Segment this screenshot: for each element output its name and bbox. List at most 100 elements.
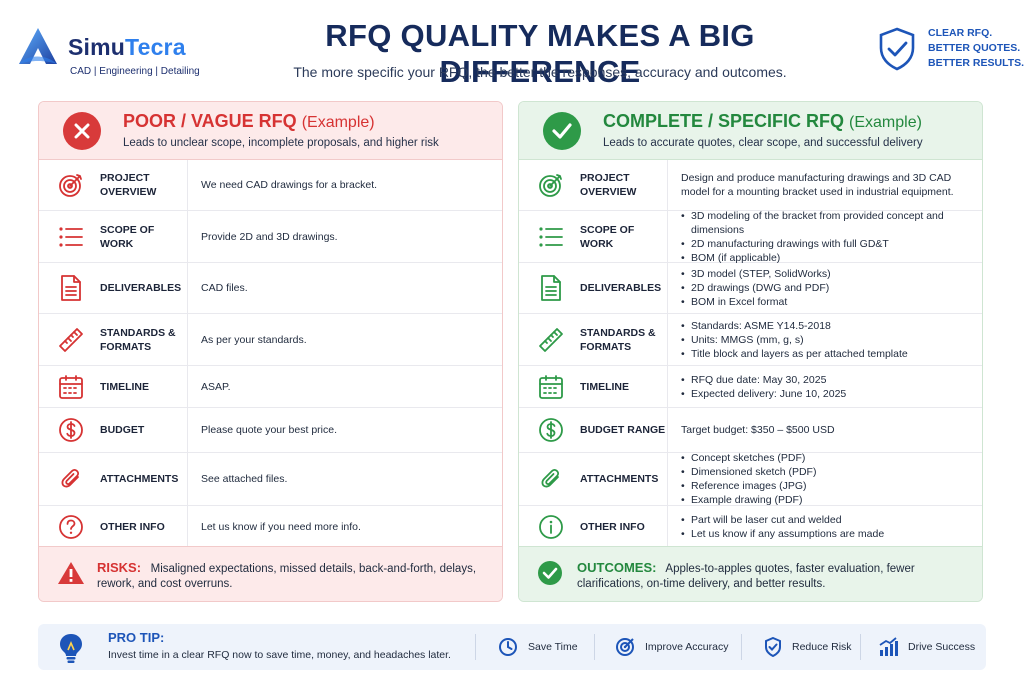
rfq-row: PROJECT OVERVIEW We need CAD drawings for… [39, 160, 502, 211]
tip-separator [741, 634, 742, 660]
row-label: ATTACHMENTS [100, 473, 179, 485]
pro-tip-title: PRO TIP: [108, 630, 165, 645]
tip-drive-success: Drive Success [878, 636, 975, 658]
rfq-row: DELIVERABLES 3D model (STEP, SolidWorks)2… [519, 263, 982, 314]
row-label: DELIVERABLES [580, 282, 662, 294]
paperclip-icon [537, 465, 565, 493]
target-icon [57, 171, 85, 199]
poor-panel-header: POOR / VAGUE RFQ (Example) Leads to uncl… [39, 102, 502, 160]
rfq-row: OTHER INFO Part will be laser cut and wel… [519, 506, 982, 548]
rfq-row: SCOPE OF WORK Provide 2D and 3D drawings. [39, 211, 502, 263]
tip-item-label: Save Time [528, 641, 578, 653]
paperclip-icon [57, 465, 85, 493]
document-icon [537, 274, 565, 302]
row-divider [667, 366, 668, 407]
row-divider [187, 160, 188, 210]
tip-reduce-risk: Reduce Risk [764, 636, 852, 658]
risks-footer: RISKS: Misaligned expectations, missed d… [39, 546, 502, 601]
row-value-item: Expected delivery: June 10, 2025 [681, 387, 972, 401]
good-panel-header: COMPLETE / SPECIFIC RFQ (Example) Leads … [519, 102, 982, 160]
rfq-row: STANDARDS & FORMATS As per your standards… [39, 314, 502, 366]
row-value: We need CAD drawings for a bracket. [201, 179, 378, 191]
row-value-item: BOM (if applicable) [681, 251, 972, 265]
tip-save-time: Save Time [498, 636, 578, 658]
outcomes-footer: OUTCOMES: Apples-to-apples quotes, faste… [519, 546, 982, 601]
row-divider [667, 408, 668, 452]
tip-separator [594, 634, 595, 660]
row-label: PROJECT OVERVIEW [100, 172, 157, 198]
rfq-row: PROJECT OVERVIEW Design and produce manuf… [519, 160, 982, 211]
row-label: DELIVERABLES [100, 282, 182, 294]
row-value-item: Units: MMGS (mm, g, s) [681, 333, 972, 347]
row-value: RFQ due date: May 30, 2025Expected deliv… [681, 373, 972, 401]
tip-item-label: Drive Success [908, 641, 976, 653]
rfq-row: BUDGET RANGE Target budget: $350 – $500 U… [519, 408, 982, 453]
rfq-row: SCOPE OF WORK 3D modeling of the bracket … [519, 209, 982, 265]
pro-tip-text: Invest time in a clear RFQ now to save t… [108, 649, 451, 661]
row-value-item: 3D model (STEP, SolidWorks) [681, 267, 972, 281]
row-label: OTHER INFO [580, 520, 645, 533]
row-divider [187, 211, 188, 262]
row-label: STANDARDS & FORMATS [580, 326, 656, 353]
row-label: SCOPE OF WORK [580, 223, 635, 250]
row-divider [667, 263, 668, 313]
question-icon [57, 513, 85, 541]
poor-rows: PROJECT OVERVIEW We need CAD drawings for… [39, 160, 502, 548]
rfq-row: DELIVERABLES CAD files. [39, 263, 502, 314]
row-value: Design and produce manufacturing drawing… [681, 172, 954, 198]
row-label: SCOPE OF WORK [100, 223, 155, 250]
rfq-row: TIMELINE ASAP. [39, 366, 502, 408]
row-value-item: Standards: ASME Y14.5-2018 [681, 319, 972, 333]
logo-mark-icon [19, 28, 57, 64]
target-icon [537, 171, 565, 199]
document-icon [57, 274, 85, 302]
dollar-icon [57, 416, 85, 444]
poor-panel-title: POOR / VAGUE RFQ (Example) [123, 111, 375, 131]
row-value: Concept sketches (PDF)Dimensioned sketch… [681, 451, 972, 507]
row-value: Standards: ASME Y14.5-2018Units: MMGS (m… [681, 319, 972, 361]
shield-check-icon [765, 637, 781, 657]
row-value-item: Let us know if any assumptions are made [681, 527, 972, 541]
lightbulb-icon [60, 634, 82, 663]
badge-line-2: BETTER QUOTES. [928, 42, 1021, 54]
row-value-item: BOM in Excel format [681, 295, 972, 309]
row-label: STANDARDS & FORMATS [100, 326, 176, 353]
row-value: Target budget: $350 – $500 USD [681, 424, 835, 436]
bar-chart-icon [879, 637, 898, 656]
row-label: PROJECT OVERVIEW [580, 172, 637, 198]
tip-item-label: Improve Accuracy [645, 641, 729, 653]
page-subtitle: The more specific your RFQ, the better t… [293, 64, 787, 80]
good-panel-subtitle: Leads to accurate quotes, clear scope, a… [603, 137, 923, 149]
row-divider [667, 160, 668, 210]
row-divider [187, 263, 188, 313]
check-circle-icon [538, 561, 562, 585]
row-divider [187, 453, 188, 505]
row-divider [667, 506, 668, 547]
rfq-row: OTHER INFO Let us know if you need more i… [39, 506, 502, 548]
shield-check-icon [879, 27, 915, 71]
row-value: ASAP. [201, 380, 231, 393]
tip-separator [475, 634, 476, 660]
outcomes-text: OUTCOMES: Apples-to-apples quotes, faste… [577, 560, 915, 590]
good-rows: PROJECT OVERVIEW Design and produce manuf… [519, 160, 982, 548]
target-icon [616, 638, 634, 656]
row-value: 3D model (STEP, SolidWorks)2D drawings (… [681, 267, 972, 309]
row-label: BUDGET RANGE [580, 424, 666, 436]
poor-panel-subtitle: Leads to unclear scope, incomplete propo… [123, 137, 439, 149]
row-value: 3D modeling of the bracket from provided… [681, 209, 972, 265]
good-panel-title: COMPLETE / SPECIFIC RFQ (Example) [603, 111, 922, 131]
row-value-item: Title block and layers as per attached t… [681, 347, 972, 361]
rfq-row: TIMELINE RFQ due date: May 30, 2025Expect… [519, 366, 982, 408]
row-value-item: Example drawing (PDF) [681, 493, 972, 507]
ruler-icon [537, 326, 565, 354]
row-value-item: 3D modeling of the bracket from provided… [681, 209, 972, 237]
row-value: See attached files. [201, 473, 288, 485]
list-icon [537, 223, 565, 251]
dollar-icon [537, 416, 565, 444]
list-icon [57, 223, 85, 251]
row-value-item: RFQ due date: May 30, 2025 [681, 373, 972, 387]
row-value: Part will be laser cut and weldedLet us … [681, 513, 972, 541]
row-value-item: Reference images (JPG) [681, 479, 972, 493]
complete-rfq-panel: COMPLETE / SPECIFIC RFQ (Example) Leads … [518, 101, 983, 602]
row-value: CAD files. [201, 282, 248, 294]
